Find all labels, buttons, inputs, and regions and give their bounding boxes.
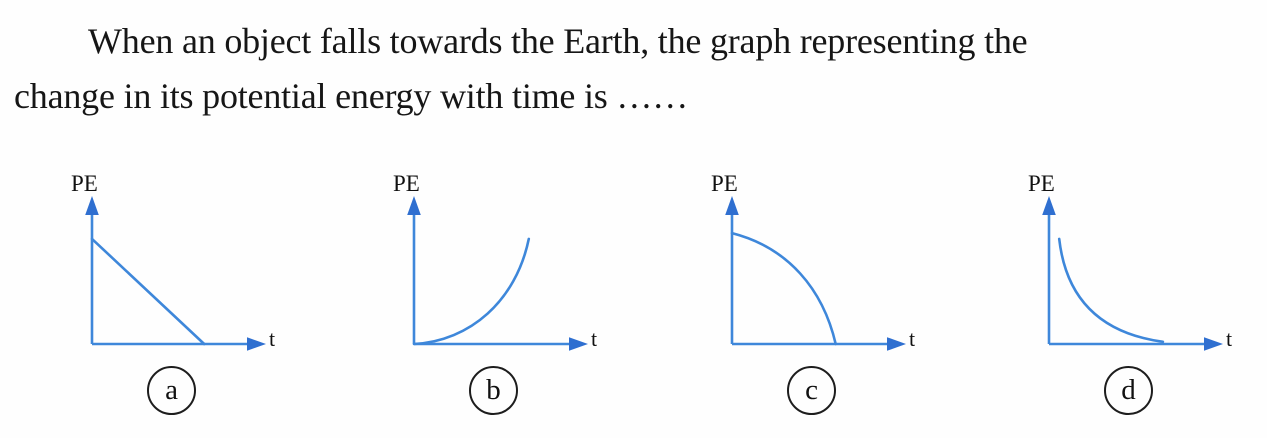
option-circle-a: a bbox=[147, 366, 196, 415]
x-axis-label: t bbox=[1226, 326, 1233, 351]
option-letter: c bbox=[805, 374, 818, 406]
question-line-2: change in its potential energy with time… bbox=[14, 76, 689, 116]
option-circle-c: c bbox=[787, 366, 836, 415]
y-axis-label: PE bbox=[71, 171, 98, 196]
option-circle-b: b bbox=[469, 366, 518, 415]
question-line-1: When an object falls towards the Earth, … bbox=[88, 21, 1028, 61]
x-axis-label: t bbox=[591, 326, 598, 351]
graph-panel-d: PE t d bbox=[1015, 170, 1265, 432]
graph-panel-b: PE t b bbox=[380, 170, 630, 432]
y-axis-label: PE bbox=[711, 171, 738, 196]
option-circle-d: d bbox=[1104, 366, 1153, 415]
y-axis-label: PE bbox=[1028, 171, 1055, 196]
option-letter: d bbox=[1121, 374, 1136, 406]
graph-b-plot bbox=[407, 196, 588, 351]
graph-panel-a: PE t a bbox=[58, 170, 308, 432]
option-letter: a bbox=[165, 374, 178, 406]
graph-c-plot bbox=[725, 196, 906, 351]
graph-d-plot bbox=[1042, 196, 1223, 351]
x-axis-label: t bbox=[269, 326, 276, 351]
x-axis-label: t bbox=[909, 326, 916, 351]
graph-panel-c: PE t c bbox=[698, 170, 948, 432]
graph-a-plot bbox=[85, 196, 266, 351]
question-text: When an object falls towards the Earth, … bbox=[14, 14, 1254, 124]
y-axis-label: PE bbox=[393, 171, 420, 196]
option-letter: b bbox=[486, 374, 501, 406]
